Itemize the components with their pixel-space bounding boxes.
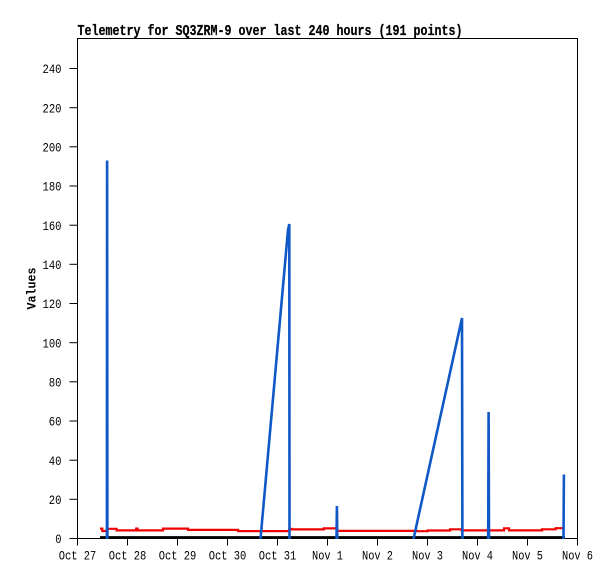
svg-text:Values: Values: [25, 267, 40, 309]
svg-text:160: 160: [43, 220, 62, 234]
svg-text:180: 180: [43, 181, 62, 195]
svg-text:Oct 30: Oct 30: [209, 549, 247, 563]
svg-text:100: 100: [43, 337, 62, 351]
svg-text:200: 200: [43, 142, 62, 156]
svg-text:Oct 28: Oct 28: [109, 549, 147, 563]
svg-text:20: 20: [49, 494, 62, 508]
svg-text:0: 0: [55, 533, 61, 547]
svg-text:Nov 5: Nov 5: [512, 549, 543, 563]
svg-text:Oct 31: Oct 31: [259, 549, 297, 563]
svg-text:40: 40: [49, 455, 62, 469]
svg-text:240: 240: [43, 63, 62, 77]
svg-text:Nov 4: Nov 4: [462, 549, 493, 563]
svg-text:Nov 6: Nov 6: [562, 549, 593, 563]
svg-text:120: 120: [43, 298, 62, 312]
svg-text:80: 80: [49, 377, 62, 391]
svg-text:Nov 1: Nov 1: [312, 549, 343, 563]
svg-text:60: 60: [49, 416, 62, 430]
svg-text:Oct 27: Oct 27: [59, 549, 97, 563]
svg-text:Oct 29: Oct 29: [159, 549, 197, 563]
svg-text:220: 220: [43, 102, 62, 116]
svg-text:140: 140: [43, 259, 62, 273]
svg-text:Telemetry for SQ3ZRM-9 over la: Telemetry for SQ3ZRM-9 over last 240 hou…: [78, 24, 463, 40]
svg-text:Nov 2: Nov 2: [362, 549, 393, 563]
svg-text:Nov 3: Nov 3: [412, 549, 443, 563]
